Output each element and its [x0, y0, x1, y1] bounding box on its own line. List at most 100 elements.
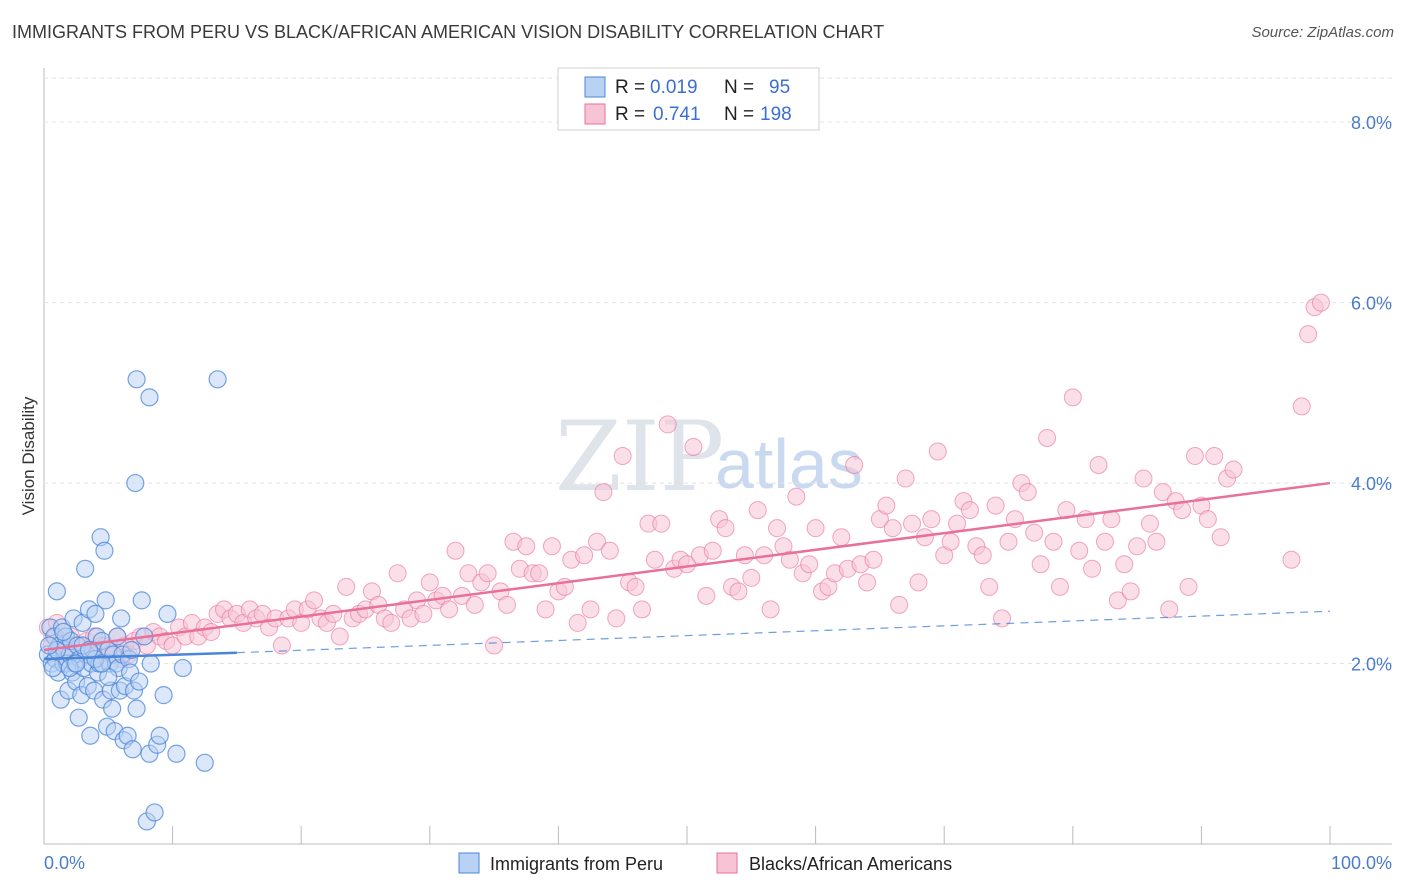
point-blacks-95 [594, 483, 613, 502]
legend-r-value-blacks: 0.741 [653, 104, 701, 125]
point-blacks-178 [1128, 537, 1147, 556]
point-blacks-162 [1025, 523, 1044, 542]
point-peru-55 [112, 609, 131, 628]
point-blacks-166 [1050, 577, 1069, 596]
point-blacks-175 [1108, 591, 1127, 610]
point-blacks-181 [1147, 532, 1166, 551]
point-peru-43 [96, 591, 115, 610]
point-blacks-132 [832, 528, 851, 547]
legend-r-label-peru: R = [615, 77, 645, 98]
point-peru-75 [150, 726, 169, 745]
point-blacks-62 [382, 613, 401, 632]
watermark-atlas: atlas [715, 425, 863, 503]
point-blacks-122 [768, 519, 787, 538]
point-peru-42 [95, 541, 114, 560]
trend-line-peru-dashed [236, 610, 1331, 654]
point-blacks-124 [780, 550, 799, 569]
point-blacks-195 [1292, 397, 1311, 416]
chart-title: IMMIGRANTS FROM PERU VS BLACK/AFRICAN AM… [12, 22, 885, 42]
point-blacks-147 [928, 442, 947, 461]
point-peru-72 [141, 654, 160, 673]
y-axis-tick-labels: 2.0% 4.0% 6.0% 8.0% [1351, 113, 1392, 674]
point-blacks-167 [1057, 501, 1076, 520]
point-blacks-189 [1198, 510, 1217, 529]
point-blacks-116 [729, 582, 748, 601]
point-blacks-96 [600, 541, 619, 560]
point-peru-22 [69, 708, 88, 727]
x-axis-ticks [43, 826, 1331, 844]
point-blacks-119 [748, 501, 767, 520]
bottom-legend-swatch-peru [458, 852, 480, 874]
point-blacks-190 [1205, 447, 1224, 465]
point-blacks-172 [1089, 456, 1108, 475]
bottom-legend-label-peru: Immigrants from Peru [490, 854, 663, 874]
series-peru-points [38, 370, 227, 831]
point-peru-65 [127, 699, 146, 718]
y-tick-label-3: 8.0% [1351, 113, 1392, 133]
point-blacks-139 [877, 496, 896, 515]
point-blacks-71 [440, 600, 459, 619]
y-tick-label-1: 4.0% [1351, 474, 1392, 494]
point-blacks-198 [1311, 293, 1330, 312]
point-blacks-98 [613, 447, 632, 465]
point-peru-89 [54, 622, 73, 642]
point-blacks-193 [1224, 460, 1243, 479]
point-peru-82 [208, 370, 227, 389]
legend-swatch-blacks [584, 103, 606, 125]
point-blacks-164 [1038, 428, 1057, 447]
point-peru-92 [92, 654, 111, 673]
point-blacks-55 [337, 577, 356, 596]
point-peru-77 [140, 388, 159, 407]
y-tick-label-0: 2.0% [1351, 655, 1392, 675]
x-tick-label-max: 100.0% [1331, 853, 1392, 873]
point-blacks-125 [787, 487, 806, 506]
point-blacks-128 [806, 519, 825, 538]
point-peru-62 [123, 740, 142, 759]
point-blacks-149 [941, 532, 960, 551]
point-blacks-196 [1299, 325, 1318, 344]
point-blacks-118 [742, 568, 761, 587]
point-blacks-187 [1185, 447, 1204, 465]
point-blacks-114 [716, 519, 735, 538]
point-blacks-127 [800, 555, 819, 574]
point-blacks-54 [330, 627, 349, 646]
point-blacks-105 [658, 415, 677, 434]
point-blacks-94 [587, 532, 606, 551]
point-blacks-176 [1115, 555, 1134, 574]
source-credit: Source: ZipAtlas.com [1251, 24, 1394, 41]
y-tick-label-2: 6.0% [1351, 294, 1392, 314]
x-tick-label-min: 0.0% [44, 853, 85, 873]
point-blacks-155 [980, 577, 999, 596]
point-blacks-158 [999, 532, 1018, 551]
point-blacks-34 [202, 622, 221, 641]
bottom-legend-label-blacks: Blacks/African Americans [749, 854, 952, 874]
point-peru-80 [173, 658, 192, 678]
point-blacks-97 [607, 609, 626, 628]
point-blacks-182 [1153, 483, 1172, 502]
point-blacks-92 [575, 546, 594, 565]
legend-box: R = 0.019 N = 95 R = 0.741 N = 198 [557, 67, 820, 131]
point-blacks-80 [497, 595, 516, 614]
point-peru-67 [132, 591, 151, 610]
point-blacks-154 [973, 546, 992, 565]
point-blacks-50 [305, 591, 324, 610]
point-blacks-117 [735, 546, 754, 565]
point-blacks-68 [420, 573, 439, 592]
point-blacks-169 [1070, 541, 1089, 560]
watermark-zip: ZIP [555, 401, 724, 513]
point-peru-31 [81, 726, 100, 745]
point-blacks-173 [1095, 532, 1114, 551]
point-blacks-63 [388, 564, 407, 583]
point-blacks-103 [645, 550, 664, 569]
point-blacks-86 [536, 600, 555, 619]
point-blacks-161 [1018, 483, 1037, 502]
point-blacks-121 [761, 600, 780, 619]
point-peru-27 [76, 559, 95, 578]
point-blacks-163 [1031, 555, 1050, 574]
legend-r-label-blacks: R = [615, 104, 645, 125]
point-peru-69 [127, 370, 146, 389]
point-peru-73 [145, 803, 164, 822]
point-peru-66 [130, 672, 149, 691]
legend-n-value-blacks: 198 [760, 104, 792, 125]
